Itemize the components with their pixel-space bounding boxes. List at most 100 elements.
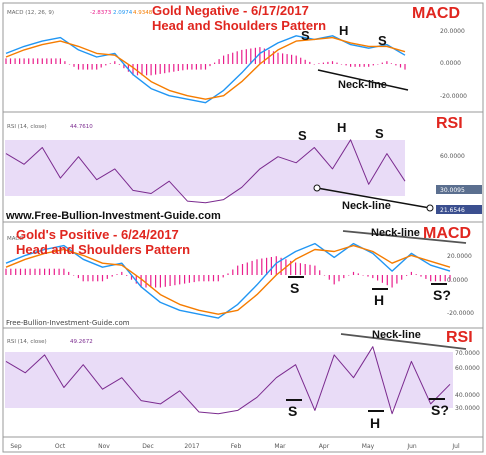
bottom-macd-tick-3: -20.0000 bbox=[447, 310, 474, 317]
histogram-bar bbox=[372, 64, 374, 66]
histogram-bar bbox=[191, 64, 193, 70]
signal-line bbox=[5, 36, 406, 100]
histogram-bar bbox=[377, 275, 379, 281]
top-macd-tick-2: 0.0000 bbox=[440, 60, 461, 67]
histogram-bar bbox=[410, 271, 412, 275]
top-rsi-s1: S bbox=[298, 128, 307, 143]
top-macd-value-2: 2.0974 bbox=[113, 10, 133, 16]
histogram-bar bbox=[200, 64, 202, 70]
x-tick-label: 2017 bbox=[184, 443, 199, 450]
bottom-macd-tick-2: 0.0000 bbox=[447, 277, 468, 284]
x-tick-label: Feb bbox=[231, 443, 242, 450]
histogram-bar bbox=[100, 64, 102, 68]
histogram-bar bbox=[362, 275, 364, 276]
histogram-bar bbox=[58, 268, 60, 275]
histogram-bar bbox=[118, 64, 120, 65]
histogram-bar bbox=[331, 61, 334, 64]
top-rsi-neckline-label: Neck-line bbox=[342, 200, 391, 212]
histogram-bar bbox=[343, 275, 345, 279]
histogram-bar bbox=[64, 61, 66, 64]
bottom-rsi-tick-4: 30.0000 bbox=[455, 405, 480, 412]
histogram-bar bbox=[9, 58, 12, 64]
histogram-bar bbox=[396, 275, 398, 284]
histogram-bar bbox=[53, 268, 55, 275]
x-tick-label: May bbox=[362, 443, 375, 450]
histogram-bar bbox=[155, 64, 157, 75]
histogram-bar bbox=[439, 275, 441, 282]
x-tick-label: Nov bbox=[98, 443, 110, 450]
histogram-bar bbox=[184, 275, 186, 284]
histogram-bar bbox=[92, 275, 94, 282]
x-tick-label: Jun bbox=[406, 443, 417, 450]
histogram-bar bbox=[173, 64, 175, 72]
histogram-bar bbox=[188, 275, 190, 283]
histogram-bar bbox=[87, 275, 89, 282]
histogram-bar bbox=[291, 54, 293, 64]
bottom-macd-s2: S? bbox=[433, 287, 451, 303]
histogram-bar bbox=[132, 64, 134, 76]
histogram-bar bbox=[338, 275, 340, 282]
histogram-bar bbox=[336, 62, 338, 64]
histogram-bar bbox=[391, 275, 393, 288]
histogram-bar bbox=[254, 47, 256, 64]
top-rsi-h: H bbox=[337, 120, 346, 135]
bottom-rsi-tick-1: 70.0000 bbox=[455, 350, 480, 357]
histogram-bar bbox=[63, 268, 65, 275]
histogram-bar bbox=[272, 51, 275, 64]
histogram-bar bbox=[203, 275, 205, 282]
histogram-bar bbox=[209, 64, 211, 67]
histogram-bar bbox=[404, 64, 406, 70]
histogram-bar bbox=[300, 57, 302, 64]
top-rsi-neckline-end bbox=[426, 204, 434, 212]
histogram-bar bbox=[140, 275, 142, 288]
histogram-bar bbox=[96, 64, 98, 70]
histogram-bar bbox=[169, 275, 171, 286]
histogram-bar bbox=[174, 275, 176, 286]
histogram-bar bbox=[246, 262, 248, 275]
x-tick-label: Oct bbox=[55, 443, 66, 450]
histogram-bar bbox=[377, 64, 379, 65]
histogram-bar bbox=[295, 262, 297, 275]
bottom-macd-tick-1: 20.0000 bbox=[447, 253, 472, 260]
bottom-rsi-s2: S? bbox=[431, 402, 449, 418]
histogram-bar bbox=[214, 62, 216, 64]
bottom-rsi-tick-2: 60.0000 bbox=[455, 365, 480, 372]
histogram-bar bbox=[232, 269, 234, 275]
histogram-bar bbox=[101, 275, 104, 282]
top-site-watermark: www.Free-Bullion-Investment-Guide.com bbox=[5, 210, 221, 222]
histogram-bar bbox=[282, 53, 284, 64]
histogram-bar bbox=[359, 64, 361, 67]
histogram-bar bbox=[328, 275, 330, 280]
histogram-bar bbox=[367, 275, 369, 277]
histogram-bar bbox=[212, 275, 215, 282]
top-rsi-neckline-start bbox=[313, 184, 321, 192]
top-macd-neckline bbox=[317, 69, 409, 91]
bottom-title-line2: Head and Shoulders Pattern bbox=[16, 242, 190, 257]
histogram-bar bbox=[186, 64, 188, 70]
bottom-title-line1: Gold's Positive - 6/24/2017 bbox=[16, 227, 179, 242]
top-macd-value-3: 4.9348 bbox=[133, 10, 153, 16]
bottom-rsi-params: RSI (14, close) bbox=[7, 339, 47, 345]
histogram-bar bbox=[357, 273, 359, 275]
histogram-bar bbox=[55, 58, 57, 64]
histogram-bar bbox=[15, 268, 17, 275]
histogram-bar bbox=[350, 64, 352, 67]
histogram-bar bbox=[395, 64, 397, 66]
histogram-bar bbox=[322, 62, 324, 64]
histogram-bar bbox=[5, 58, 7, 64]
top-rsi-neckline bbox=[316, 187, 431, 209]
histogram-bar bbox=[164, 275, 166, 287]
top-macd-h: H bbox=[339, 23, 348, 38]
histogram-bar bbox=[390, 63, 392, 64]
histogram-bar bbox=[227, 273, 229, 275]
histogram-bar bbox=[159, 275, 161, 288]
bottom-rsi-label: RSI bbox=[446, 329, 473, 346]
histogram-bar bbox=[130, 275, 133, 280]
histogram-bar bbox=[136, 64, 139, 76]
histogram-bar bbox=[19, 58, 21, 64]
histogram-bar bbox=[179, 275, 181, 285]
histogram-bar bbox=[401, 275, 403, 280]
histogram-bar bbox=[126, 275, 128, 276]
histogram-bar bbox=[28, 58, 30, 64]
